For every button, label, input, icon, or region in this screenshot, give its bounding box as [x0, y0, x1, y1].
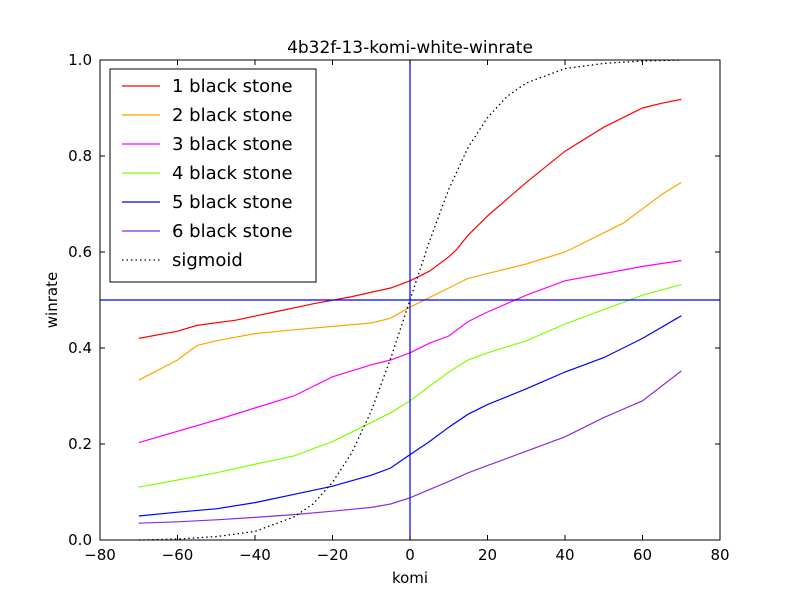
legend-label-5: 5 black stone	[172, 192, 293, 213]
x-tick-label: 60	[633, 546, 652, 564]
y-tick-label: 0.2	[68, 435, 92, 453]
legend-label-3: 3 black stone	[172, 134, 293, 155]
x-tick-label: −80	[84, 546, 116, 564]
x-axis-label: komi	[392, 569, 428, 587]
x-tick-label: 80	[710, 546, 729, 564]
x-tick-label: 20	[478, 546, 497, 564]
series-line-1	[138, 98, 682, 339]
y-axis-label: winrate	[43, 272, 61, 328]
series-line-3	[138, 260, 682, 444]
series-line-4	[138, 284, 682, 488]
y-tick-label: 0.0	[68, 531, 92, 549]
x-tick-label: 40	[555, 546, 574, 564]
legend-label-6: 6 black stone	[172, 221, 293, 242]
legend-box	[109, 68, 317, 283]
x-tick-label: 0	[405, 546, 415, 564]
x-tick-label: −40	[239, 546, 271, 564]
legend-label-2: 2 black stone	[172, 105, 293, 126]
series-line-5	[138, 315, 682, 517]
y-tick-label: 0.4	[68, 339, 92, 357]
series-line-6	[138, 370, 682, 524]
series-line-2	[138, 181, 682, 381]
legend: 1 black stone 2 black stone 3 black stone 4…	[109, 68, 317, 283]
y-tick-label: 0.6	[68, 243, 92, 261]
legend-label-7: sigmoid	[172, 250, 243, 271]
y-tick-label: 1.0	[68, 51, 92, 69]
y-tick-label: 0.8	[68, 147, 92, 165]
legend-label-4: 4 black stone	[172, 163, 293, 184]
chart-title: 4b32f-13-komi-white-winrate	[287, 38, 533, 58]
plot-area: −80 −60 −40 −20 0 20 40 60 80 0.0 0.2 0.4 0.6 0.8 1.0	[68, 51, 729, 564]
x-tick-label: −60	[162, 546, 194, 564]
legend-label-1: 1 black stone	[172, 76, 293, 97]
x-tick-label: −20	[317, 546, 349, 564]
